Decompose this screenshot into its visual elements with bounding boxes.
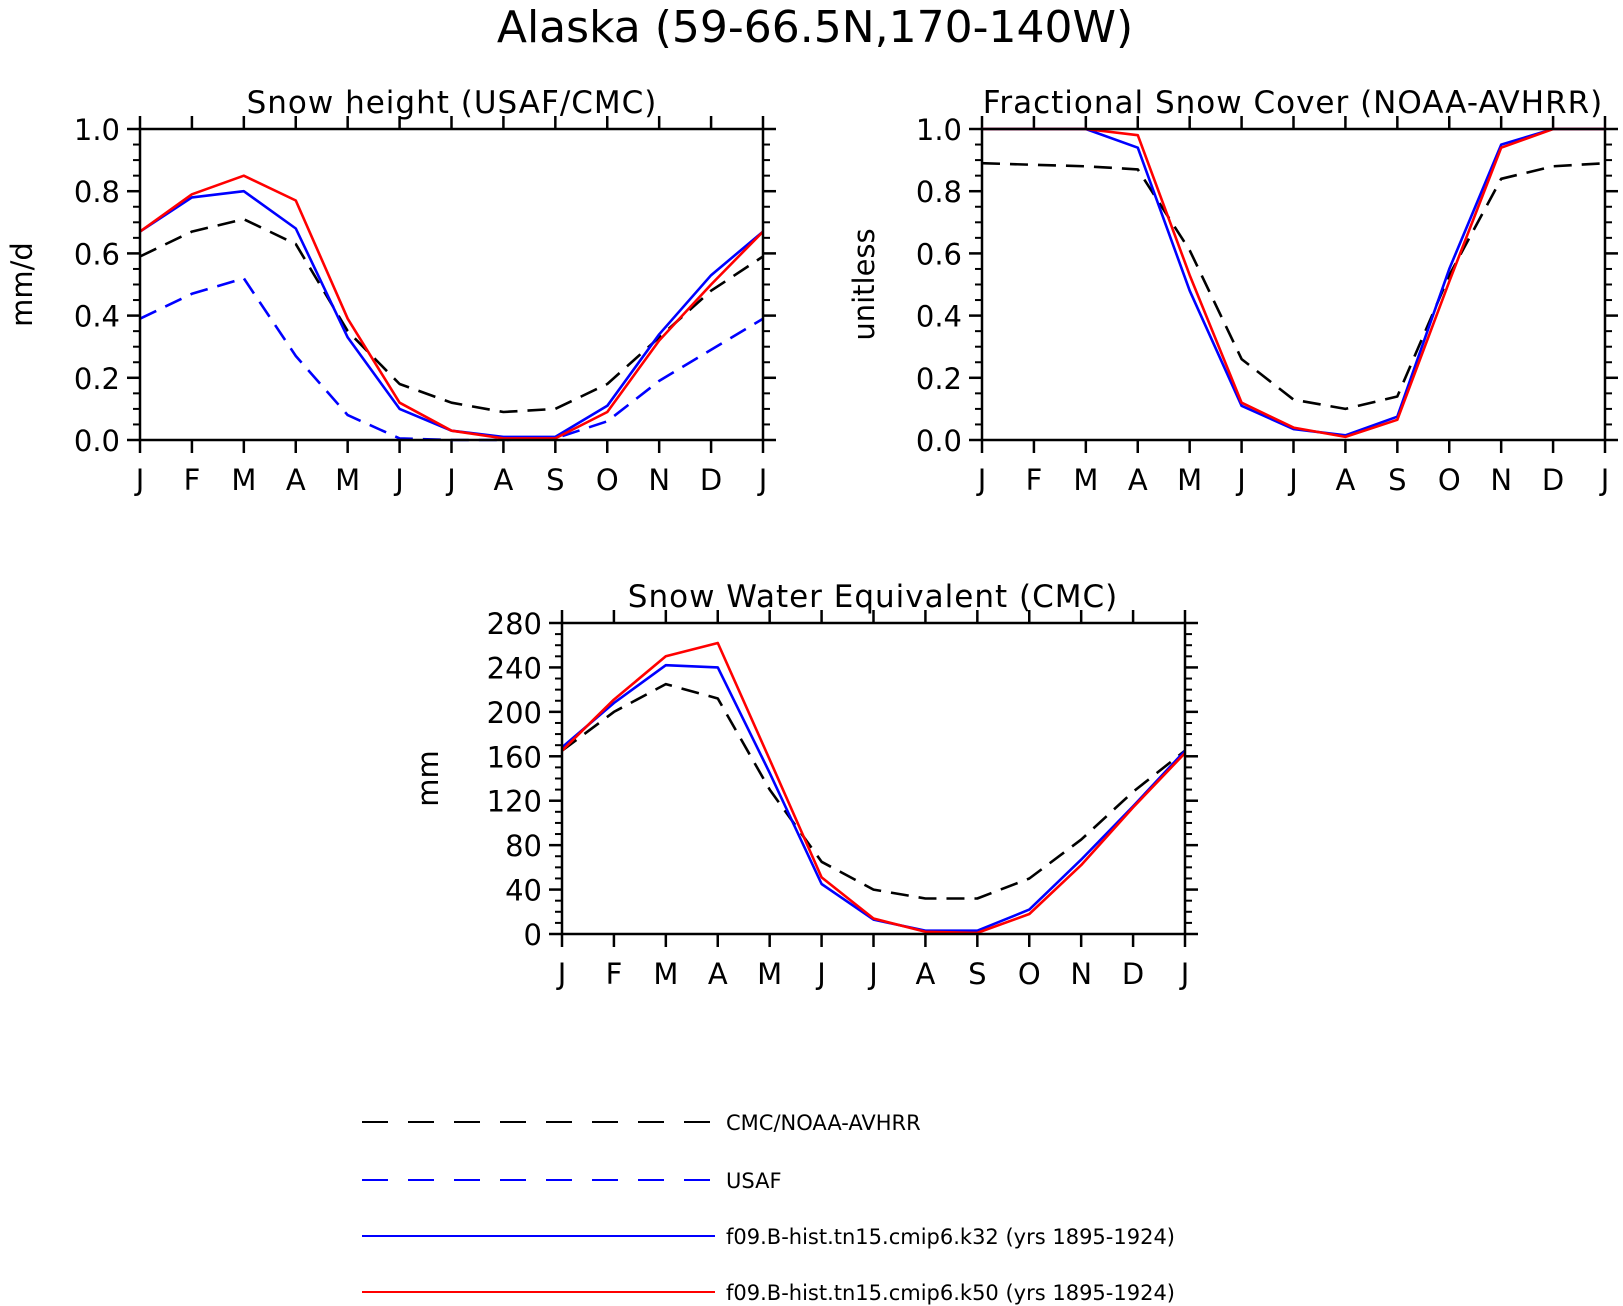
chart-snow-height: Snow height (USAF/CMC)mm/dJ F M A M J J A S O N D J0… bbox=[5, 85, 776, 497]
x-tick-label: J bbox=[1599, 463, 1610, 497]
y-tick-label: 0.2 bbox=[74, 362, 120, 396]
x-tick-label: J bbox=[393, 463, 404, 497]
chart-title: Snow Water Equivalent (CMC) bbox=[628, 579, 1118, 615]
x-tick-label: J bbox=[134, 463, 145, 497]
plot-frame bbox=[560, 621, 1187, 936]
series-line-f09-b-hist-tn15-cmip6-k32-yrs-1895-1924 bbox=[139, 189, 764, 439]
x-tick-label: A bbox=[493, 463, 513, 497]
y-tick-label: 0.6 bbox=[74, 237, 120, 271]
plot-frame bbox=[138, 127, 765, 442]
chart-title: Fractional Snow Cover (NOAA-AVHRR) bbox=[983, 85, 1604, 121]
y-tick-label: 120 bbox=[487, 785, 542, 819]
y-tick-label: 0.0 bbox=[916, 424, 962, 458]
y-axis-label: unitless bbox=[847, 228, 881, 340]
x-tick-label: J bbox=[976, 463, 987, 497]
series-line-cmc-noaa-avhrr bbox=[981, 161, 1606, 411]
y-tick-label: 0.4 bbox=[74, 300, 120, 334]
y-tick-label: 240 bbox=[487, 651, 542, 685]
legend-label: USAF bbox=[726, 1169, 782, 1193]
series-line-usaf bbox=[139, 276, 764, 442]
x-tick-label: A bbox=[915, 957, 935, 991]
x-tick-label: J bbox=[867, 957, 878, 991]
x-tick-label: M bbox=[1177, 463, 1202, 497]
x-tick-label: A bbox=[1128, 463, 1148, 497]
x-tick-label: J bbox=[1235, 463, 1246, 497]
x-tick-label: O bbox=[1438, 463, 1461, 497]
y-tick-label: 0.4 bbox=[916, 300, 962, 334]
legend: CMC/NOAA-AVHRR USAF f09.B-hist.tn15.cmip6.… bbox=[362, 1111, 1175, 1305]
chart-snow-water-equivalent: Snow Water Equivalent (CMC)mmJ F M A M J J A S O N… bbox=[411, 579, 1198, 991]
x-tick-label: D bbox=[1542, 463, 1564, 497]
x-tick-label: J bbox=[815, 957, 826, 991]
legend-label: f09.B-hist.tn15.cmip6.k50 (yrs 1895-1924… bbox=[726, 1281, 1175, 1305]
x-tick-label: N bbox=[1490, 463, 1512, 497]
x-tick-label: J bbox=[1179, 957, 1190, 991]
series-line-f09-b-hist-tn15-cmip6-k50-yrs-1895-1924 bbox=[561, 641, 1186, 935]
x-tick-label: D bbox=[700, 463, 722, 497]
chart-title: Snow height (USAF/CMC) bbox=[247, 85, 658, 121]
y-axis-label: mm/d bbox=[5, 242, 39, 327]
y-tick-label: 200 bbox=[487, 696, 542, 730]
y-tick-label: 0.8 bbox=[916, 175, 962, 209]
x-tick-label: A bbox=[708, 957, 728, 991]
x-tick-label: M bbox=[231, 463, 256, 497]
x-tick-label: N bbox=[1070, 957, 1092, 991]
y-tick-label: 0.0 bbox=[74, 424, 120, 458]
x-tick-label: M bbox=[335, 463, 360, 497]
y-tick-label: 0 bbox=[524, 918, 542, 952]
x-tick-label: A bbox=[286, 463, 306, 497]
x-tick-label: S bbox=[546, 463, 564, 497]
y-tick-label: 0.2 bbox=[916, 362, 962, 396]
chart-fractional-snow-cover: Fractional Snow Cover (NOAA-AVHRR) unitle… bbox=[847, 85, 1618, 497]
x-tick-label: J bbox=[445, 463, 456, 497]
y-tick-label: 80 bbox=[505, 829, 542, 863]
y-tick-label: 160 bbox=[487, 740, 542, 774]
y-tick-label: 280 bbox=[487, 607, 542, 641]
x-tick-label: M bbox=[1073, 463, 1098, 497]
y-tick-label: 1.0 bbox=[74, 113, 120, 147]
y-tick-label: 40 bbox=[505, 874, 542, 908]
x-tick-label: J bbox=[556, 957, 567, 991]
x-tick-label: M bbox=[757, 957, 782, 991]
x-tick-label: J bbox=[1287, 463, 1298, 497]
y-tick-label: 0.6 bbox=[916, 237, 962, 271]
y-axis-label: mm bbox=[411, 750, 445, 807]
x-tick-label: O bbox=[596, 463, 619, 497]
y-tick-label: 1.0 bbox=[916, 113, 962, 147]
x-tick-label: O bbox=[1018, 957, 1041, 991]
x-tick-label: F bbox=[1026, 463, 1043, 497]
series-line-cmc-noaa-avhrr bbox=[561, 682, 1186, 900]
x-tick-label: F bbox=[184, 463, 201, 497]
figure-title: Alaska (59-66.5N,170-140W) bbox=[497, 2, 1133, 53]
x-tick-label: S bbox=[1388, 463, 1406, 497]
plot-frame bbox=[980, 127, 1607, 442]
x-tick-label: F bbox=[606, 957, 623, 991]
x-tick-label: D bbox=[1122, 957, 1144, 991]
x-tick-label: N bbox=[648, 463, 670, 497]
series-line-f09-b-hist-tn15-cmip6-k32-yrs-1895-1924 bbox=[982, 127, 1605, 437]
x-tick-label: S bbox=[968, 957, 986, 991]
y-tick-label: 0.8 bbox=[74, 175, 120, 209]
x-tick-label: A bbox=[1335, 463, 1355, 497]
x-tick-label: M bbox=[653, 957, 678, 991]
series-line-cmc-noaa-avhrr bbox=[139, 217, 764, 414]
legend-label: f09.B-hist.tn15.cmip6.k32 (yrs 1895-1924… bbox=[726, 1225, 1175, 1249]
legend-label: CMC/NOAA-AVHRR bbox=[726, 1111, 921, 1135]
series-line-f09-b-hist-tn15-cmip6-k50-yrs-1895-1924 bbox=[139, 174, 764, 440]
x-tick-label: J bbox=[757, 463, 768, 497]
